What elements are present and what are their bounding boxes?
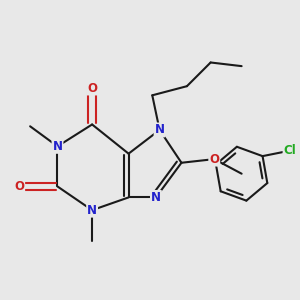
- Text: N: N: [87, 204, 97, 217]
- Text: N: N: [151, 191, 161, 204]
- Text: O: O: [209, 153, 219, 166]
- Text: O: O: [87, 82, 97, 94]
- Text: O: O: [14, 180, 24, 193]
- Text: Cl: Cl: [284, 144, 296, 157]
- Text: N: N: [52, 140, 62, 153]
- Text: N: N: [154, 123, 165, 136]
